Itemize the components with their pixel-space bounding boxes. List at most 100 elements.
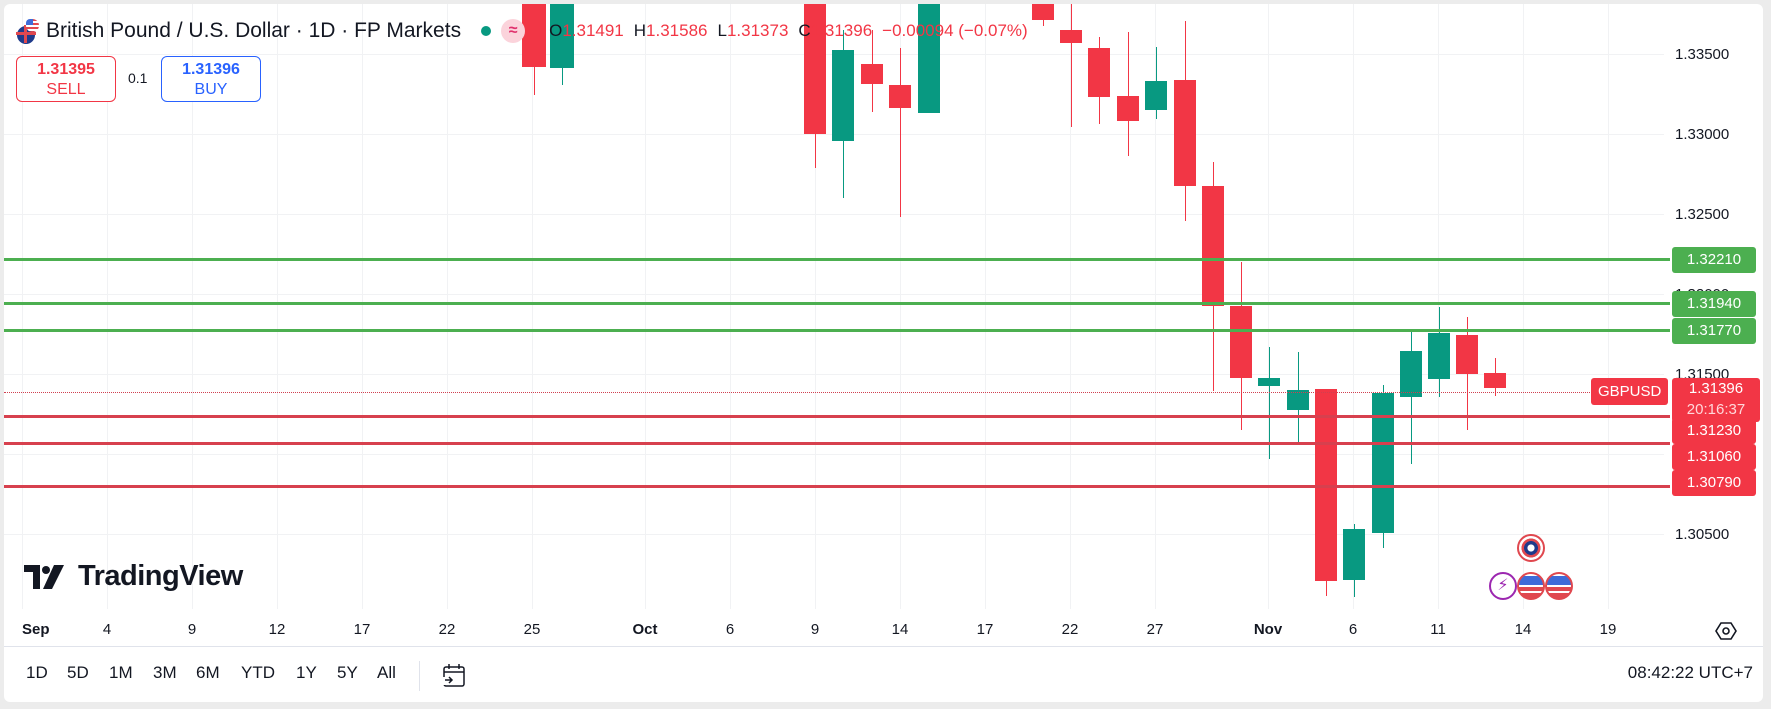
candle[interactable]	[1287, 352, 1309, 442]
candle[interactable]	[1117, 32, 1139, 156]
candle[interactable]	[804, 4, 826, 168]
sell-button[interactable]: 1.31395 SELL	[16, 56, 116, 102]
time-tick: 9	[810, 621, 820, 638]
grid-line	[4, 534, 1664, 535]
candle[interactable]	[550, 4, 574, 85]
time-tick: 14	[1514, 621, 1532, 638]
tradingview-logo-text: TradingView	[78, 560, 243, 592]
chart-window: GBPUSD ⚡ TradingView British Pound /	[4, 4, 1763, 702]
symbol-legend: British Pound / U.S. Dollar · 1D · FP Ma…	[16, 16, 1028, 46]
change-value: −0.00094 (−0.07%)	[882, 21, 1028, 40]
support-label-1: 1.31230	[1672, 418, 1756, 444]
support-line-2[interactable]	[4, 442, 1670, 445]
grid-line	[1155, 4, 1156, 609]
range-ytd-button[interactable]: YTD	[241, 663, 275, 682]
time-tick: 25	[523, 621, 541, 638]
support-line-1[interactable]	[4, 415, 1670, 418]
candle[interactable]	[889, 48, 911, 217]
go-to-date-calendar-icon[interactable]	[440, 661, 468, 689]
tradingview-logo[interactable]: TradingView	[24, 560, 243, 593]
candle[interactable]	[1088, 37, 1110, 124]
price-tick: 1.33500	[1675, 46, 1730, 63]
candle[interactable]	[1145, 47, 1167, 119]
candle[interactable]	[832, 30, 854, 198]
time-tick: 22	[1061, 621, 1079, 638]
toolbar-separator	[419, 661, 420, 691]
market-open-status-icon[interactable]	[481, 26, 492, 36]
last-price-label: 1.31396 20:16:37	[1672, 378, 1760, 422]
resistance-line-2[interactable]	[4, 302, 1670, 305]
grid-line	[4, 294, 1664, 295]
last-price-line	[4, 392, 1604, 393]
bar-countdown: 20:16:37	[1686, 401, 1746, 418]
buy-button[interactable]: 1.31396 BUY	[161, 56, 261, 102]
range-1y-button[interactable]: 1Y	[296, 663, 317, 682]
resistance-line-1[interactable]	[4, 258, 1670, 261]
candle[interactable]	[1258, 347, 1280, 459]
time-tick: 6	[1348, 621, 1358, 638]
price-axis[interactable]: 1.33500 1.33000 1.32500 1.32000 1.31500 …	[1664, 4, 1763, 616]
resistance-label-2: 1.31940	[1672, 291, 1756, 317]
time-tick: 17	[353, 621, 371, 638]
time-axis[interactable]: Sep 4 9 12 17 22 25 Oct 6 9 14 17 22 27 …	[4, 616, 1763, 646]
grid-line	[1608, 4, 1609, 609]
sell-price: 1.31395	[37, 61, 95, 78]
timezone-clock[interactable]: 08:42:22 UTC+7	[1627, 663, 1753, 682]
gb-us-flag-icon	[16, 19, 40, 45]
grid-line	[4, 374, 1664, 375]
high-key: H	[633, 21, 647, 40]
time-tick: 4	[102, 621, 112, 638]
symbol-title[interactable]: British Pound / U.S. Dollar · 1D · FP Ma…	[46, 19, 462, 42]
tradingview-logo-icon	[24, 564, 64, 589]
time-tick: Sep	[22, 621, 50, 638]
grid-line	[447, 4, 448, 609]
range-6m-button[interactable]: 6M	[196, 663, 220, 682]
ohlc-values: O 1.31491 H 1.31586 L 1.31373 C 1.31396 −0.0…	[539, 21, 1028, 41]
chart-plot-area[interactable]: GBPUSD ⚡ TradingView British Pound /	[4, 4, 1670, 616]
time-tick: 6	[725, 621, 735, 638]
candle[interactable]	[1315, 389, 1337, 596]
candle[interactable]	[1400, 332, 1422, 464]
gb-flag-event-icon[interactable]	[1517, 534, 1545, 562]
range-all-button[interactable]: All	[377, 663, 396, 682]
time-tick: 9	[187, 621, 197, 638]
candle[interactable]	[1456, 317, 1478, 430]
indicator-wave-icon[interactable]: ≈	[501, 19, 526, 43]
grid-line	[985, 4, 986, 609]
candle[interactable]	[861, 30, 883, 112]
candle[interactable]	[1174, 21, 1196, 221]
grid-line	[532, 4, 533, 609]
candle[interactable]	[1372, 385, 1394, 548]
open-value: 1.31491	[562, 21, 624, 40]
time-tick: Oct	[632, 621, 658, 638]
candle[interactable]	[522, 4, 546, 95]
candle[interactable]	[1484, 358, 1506, 396]
chart-settings-icon[interactable]	[1715, 620, 1737, 642]
resistance-line-3[interactable]	[4, 329, 1670, 332]
toolbar-divider	[4, 646, 1763, 647]
candle[interactable]	[918, 4, 940, 113]
candle[interactable]	[1428, 307, 1450, 397]
grid-line	[900, 4, 901, 609]
candle[interactable]	[1202, 162, 1224, 391]
range-5y-button[interactable]: 5Y	[337, 663, 358, 682]
lightning-event-icon[interactable]: ⚡	[1489, 572, 1517, 600]
candle[interactable]	[1230, 262, 1252, 430]
candle[interactable]	[1032, 4, 1054, 26]
candle[interactable]	[1060, 4, 1082, 127]
grid-line	[730, 4, 731, 609]
range-3m-button[interactable]: 3M	[153, 663, 177, 682]
range-5d-button[interactable]: 5D	[67, 663, 89, 682]
range-1m-button[interactable]: 1M	[109, 663, 133, 682]
low-key: L	[717, 21, 727, 40]
grid-line	[1353, 4, 1354, 609]
symbol-price-tag: GBPUSD	[1591, 378, 1669, 405]
candle[interactable]	[1343, 524, 1365, 597]
grid-line	[362, 4, 363, 609]
support-line-3[interactable]	[4, 485, 1670, 488]
range-1d-button[interactable]: 1D	[26, 663, 48, 682]
time-tick: 19	[1599, 621, 1617, 638]
us-flag-event-icon[interactable]	[1545, 572, 1573, 600]
price-tick: 1.32500	[1675, 206, 1730, 223]
us-flag-event-icon[interactable]	[1517, 572, 1545, 600]
